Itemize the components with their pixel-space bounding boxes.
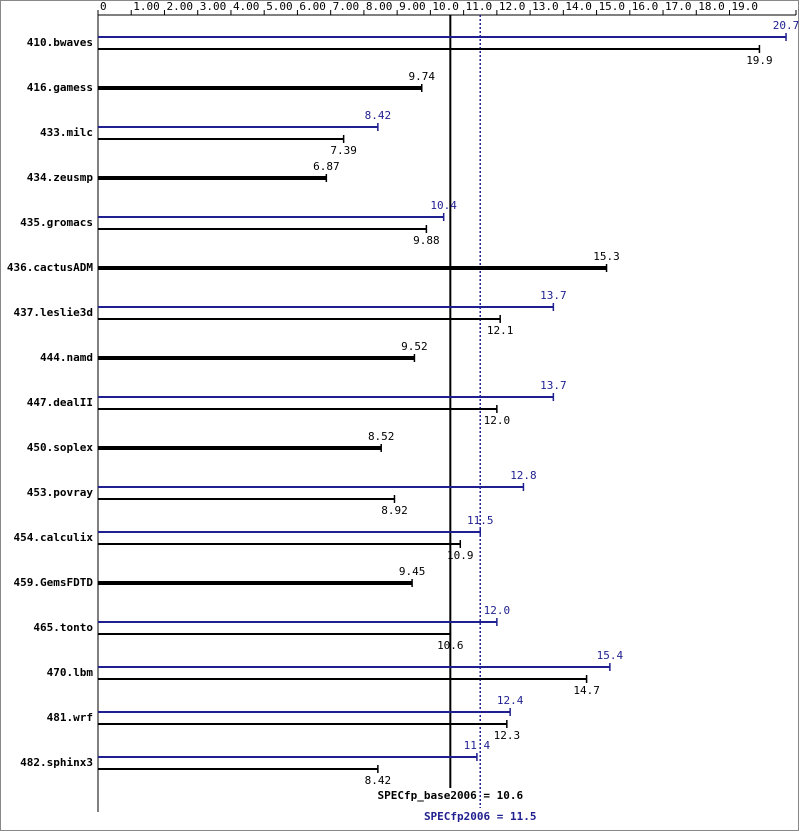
value-label: 9.74	[408, 70, 435, 83]
x-tick-label: 6.00	[299, 0, 326, 13]
value-label: 20.7	[773, 19, 799, 32]
bar	[98, 318, 501, 320]
category-label: 416.gamess	[27, 81, 93, 94]
value-label: 9.45	[399, 565, 426, 578]
bar	[98, 543, 461, 545]
value-label: 12.8	[510, 469, 537, 482]
x-tick-label: 1.00	[133, 0, 160, 13]
bar	[98, 138, 344, 140]
category-label: 437.leslie3d	[14, 306, 93, 319]
value-label: 12.3	[494, 729, 521, 742]
bar	[98, 723, 507, 725]
bar	[98, 581, 413, 585]
bar	[98, 176, 327, 180]
value-label: 8.42	[365, 109, 392, 122]
x-tick-label: 7.00	[333, 0, 360, 13]
x-tick-label: 3.00	[200, 0, 227, 13]
bar	[98, 36, 787, 38]
bar	[98, 498, 395, 500]
category-label: 453.povray	[27, 486, 94, 499]
value-label: 11.5	[467, 514, 494, 527]
reference-label: SPECfp2006 = 11.5	[424, 810, 537, 823]
bar	[98, 216, 444, 218]
value-label: 13.7	[540, 289, 567, 302]
x-tick-label: 2.00	[166, 0, 193, 13]
bar	[98, 678, 587, 680]
bar	[98, 633, 451, 635]
value-label: 12.4	[497, 694, 524, 707]
category-label: 434.zeusmp	[27, 171, 94, 184]
bar	[98, 228, 427, 230]
category-label: 435.gromacs	[20, 216, 93, 229]
bar	[98, 266, 607, 270]
category-label: 436.cactusADM	[7, 261, 93, 274]
value-label: 15.4	[597, 649, 624, 662]
category-label: 470.lbm	[47, 666, 94, 679]
x-tick-label: 17.0	[665, 0, 692, 13]
x-tick-label: 12.0	[499, 0, 526, 13]
value-label: 13.7	[540, 379, 567, 392]
x-tick-label: 19.0	[732, 0, 759, 13]
value-label: 7.39	[330, 144, 357, 157]
value-label: 10.6	[437, 639, 464, 652]
bar	[98, 666, 610, 668]
value-label: 8.42	[365, 774, 392, 787]
value-label: 14.7	[573, 684, 600, 697]
bar	[98, 356, 415, 360]
category-label: 482.sphinx3	[20, 756, 93, 769]
bar	[98, 768, 378, 770]
category-label: 447.dealII	[27, 396, 93, 409]
value-label: 8.92	[381, 504, 408, 517]
x-tick-label: 4.00	[233, 0, 260, 13]
bar	[98, 621, 497, 623]
value-label: 10.9	[447, 549, 474, 562]
x-tick-label: 8.00	[366, 0, 393, 13]
value-label: 10.4	[430, 199, 457, 212]
bar	[98, 756, 477, 758]
value-label: 8.52	[368, 430, 395, 443]
bar	[98, 48, 760, 50]
category-label: 481.wrf	[47, 711, 93, 724]
x-tick-label: 16.0	[632, 0, 659, 13]
value-label: 15.3	[593, 250, 620, 263]
category-label: 433.milc	[40, 126, 93, 139]
x-tick-label: 18.0	[698, 0, 725, 13]
x-tick-label: 15.0	[599, 0, 626, 13]
category-label: 465.tonto	[33, 621, 93, 634]
x-tick-label: 13.0	[532, 0, 559, 13]
value-label: 9.88	[413, 234, 440, 247]
value-label: 9.52	[401, 340, 428, 353]
x-tick-label: 9.00	[399, 0, 426, 13]
value-label: 11.4	[464, 739, 491, 752]
bar	[98, 408, 497, 410]
category-label: 454.calculix	[14, 531, 94, 544]
x-tick-label: 11.0	[466, 0, 493, 13]
bar	[98, 306, 554, 308]
x-tick-label: 0	[100, 0, 107, 13]
category-label: 459.GemsFDTD	[14, 576, 94, 589]
value-label: 19.9	[746, 54, 773, 67]
bar	[98, 711, 511, 713]
category-label: 410.bwaves	[27, 36, 93, 49]
bar	[98, 126, 378, 128]
value-label: 12.0	[484, 604, 511, 617]
x-tick-label: 10.0	[432, 0, 459, 13]
value-label: 6.87	[313, 160, 340, 173]
bar	[98, 86, 422, 90]
x-tick-label: 5.00	[266, 0, 293, 13]
bar	[98, 396, 554, 398]
bar	[98, 531, 481, 533]
bar	[98, 446, 382, 450]
bar	[98, 486, 524, 488]
reference-label: SPECfp_base2006 = 10.6	[377, 789, 523, 802]
category-label: 450.soplex	[27, 441, 94, 454]
category-label: 444.namd	[40, 351, 93, 364]
value-label: 12.1	[487, 324, 514, 337]
x-tick-label: 14.0	[565, 0, 592, 13]
value-label: 12.0	[484, 414, 511, 427]
